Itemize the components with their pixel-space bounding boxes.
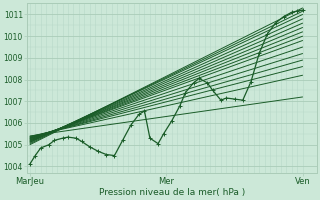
X-axis label: Pression niveau de la mer( hPa ): Pression niveau de la mer( hPa ) xyxy=(99,188,245,197)
